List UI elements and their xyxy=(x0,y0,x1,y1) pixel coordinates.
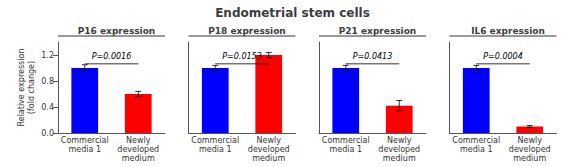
svg-text:developed: developed xyxy=(378,145,420,154)
svg-text:Commercial: Commercial xyxy=(452,136,500,145)
svg-text:media 1: media 1 xyxy=(329,145,362,154)
svg-text:medium: medium xyxy=(122,154,155,163)
svg-text:media 1: media 1 xyxy=(460,145,493,154)
svg-text:P=0.0016: P=0.0016 xyxy=(92,52,132,61)
svg-text:media 1: media 1 xyxy=(199,145,232,154)
svg-text:developed: developed xyxy=(117,145,159,154)
svg-text:IL6 expression: IL6 expression xyxy=(471,26,545,36)
svg-text:Endometrial stem cells: Endometrial stem cells xyxy=(215,6,370,20)
svg-text:Commercial: Commercial xyxy=(191,136,239,145)
svg-text:Commercial: Commercial xyxy=(322,136,370,145)
svg-text:medium: medium xyxy=(252,154,285,163)
svg-text:0.0: 0.0 xyxy=(41,129,54,138)
svg-text:P21 expression: P21 expression xyxy=(339,26,417,36)
svg-text:P=0.0153: P=0.0153 xyxy=(222,52,262,61)
svg-text:(fold change): (fold change) xyxy=(27,61,36,114)
svg-text:P18 expression: P18 expression xyxy=(208,26,286,36)
svg-text:0.4: 0.4 xyxy=(41,103,54,112)
svg-text:developed: developed xyxy=(248,145,290,154)
svg-text:P=0.0413: P=0.0413 xyxy=(353,52,393,61)
svg-text:medium: medium xyxy=(513,154,546,163)
svg-text:developed: developed xyxy=(509,145,551,154)
svg-text:media 1: media 1 xyxy=(68,145,101,154)
svg-text:P=0.0004: P=0.0004 xyxy=(483,52,523,61)
svg-text:P16 expression: P16 expression xyxy=(78,26,156,36)
svg-text:Relative expression: Relative expression xyxy=(17,49,26,127)
svg-text:Newly: Newly xyxy=(126,136,151,145)
svg-text:Newly: Newly xyxy=(387,136,412,145)
svg-text:Commercial: Commercial xyxy=(61,136,109,145)
svg-text:Newly: Newly xyxy=(257,136,282,145)
svg-text:1.2: 1.2 xyxy=(41,51,54,60)
svg-text:Newly: Newly xyxy=(518,136,543,145)
svg-text:0.8: 0.8 xyxy=(41,77,54,86)
svg-text:medium: medium xyxy=(383,154,416,163)
